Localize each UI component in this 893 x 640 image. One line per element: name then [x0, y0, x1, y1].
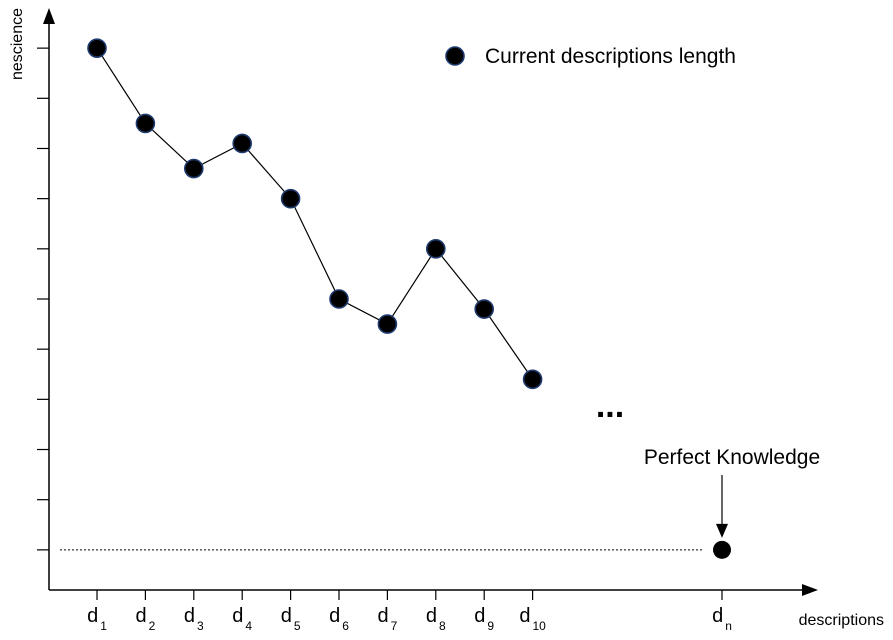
legend: Current descriptions length — [445, 45, 736, 68]
x-tick-label-main: d — [184, 605, 195, 627]
y-axis-arrowhead — [43, 8, 55, 24]
data-points — [87, 38, 543, 390]
x-tick-label-subscript: 9 — [487, 619, 494, 633]
annotation-arrowhead — [716, 523, 728, 538]
x-tick-label-main: d — [426, 605, 437, 627]
data-point — [425, 239, 446, 259]
data-point — [135, 113, 156, 134]
final-data-point — [713, 540, 731, 559]
x-tick-label-subscript: n — [725, 619, 732, 633]
perfect-knowledge-annotation: Perfect Knowledge — [644, 446, 820, 469]
data-point — [522, 369, 543, 390]
x-tick-label-main: d — [712, 605, 723, 627]
x-tick-label: d 10 — [519, 605, 546, 633]
x-tick-label-subscript: 10 — [532, 619, 546, 633]
x-tick-label-main: d — [135, 605, 146, 627]
x-tick-label-main: d — [232, 605, 243, 627]
y-axis-label: nescience — [9, 8, 26, 80]
x-tick-label-subscript: 5 — [294, 619, 301, 633]
y-ticks — [37, 47, 49, 551]
data-point — [329, 289, 349, 309]
x-tick-label-main: d — [329, 605, 340, 627]
axes — [43, 8, 818, 596]
data-point — [377, 314, 398, 334]
data-point — [474, 299, 495, 319]
x-ticks — [96, 590, 723, 600]
legend-label: Current descriptions length — [485, 45, 736, 68]
x-tick-label-subscript: 2 — [149, 619, 156, 633]
x-tick-label-subscript: 6 — [342, 619, 349, 633]
x-tick-label-subscript: 4 — [245, 619, 252, 633]
x-tick-label-main: d — [474, 605, 485, 627]
legend-marker — [445, 46, 465, 66]
data-point — [87, 38, 107, 58]
x-tick-label-main: d — [281, 605, 292, 627]
data-point — [232, 133, 252, 154]
x-axis-label: descriptions — [799, 612, 884, 629]
x-tick-label-main: d — [87, 605, 98, 627]
x-tick-labels: d 1 d 2 d 3 d 4 d 5 d 6 d 7 d 8 d 9 d 10 d n — [87, 605, 732, 633]
x-tick-label-subscript: 8 — [439, 619, 446, 633]
x-tick-label-main: d — [519, 605, 530, 627]
x-tick-label-subscript: 1 — [100, 619, 107, 633]
x-axis-arrowhead — [802, 584, 818, 596]
data-point — [280, 188, 301, 209]
x-tick-label-subscript: 7 — [391, 619, 398, 633]
series-line — [96, 47, 534, 380]
data-point — [184, 158, 204, 179]
x-tick-label-main: d — [377, 605, 388, 627]
continuation-ellipsis: ... — [596, 387, 624, 425]
x-tick-label-subscript: 3 — [197, 619, 204, 633]
